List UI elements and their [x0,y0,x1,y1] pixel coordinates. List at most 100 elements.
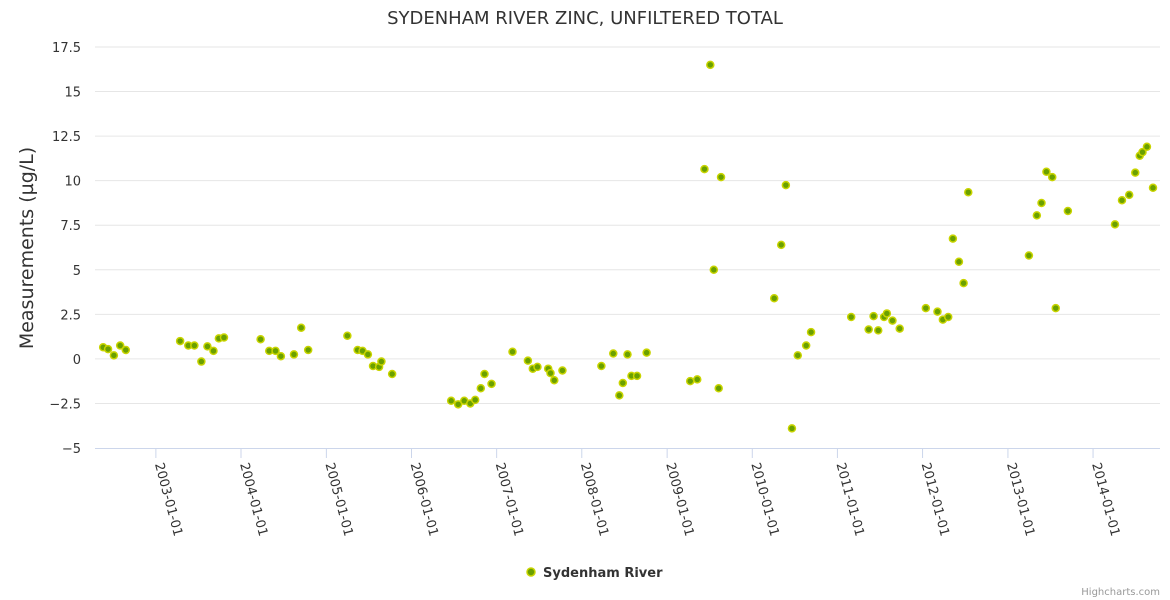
data-point[interactable] [533,362,542,372]
data-point[interactable] [190,341,199,350]
data-point[interactable] [895,324,904,333]
data-point[interactable] [1051,303,1060,313]
data-point[interactable] [550,376,559,385]
data-point[interactable] [303,345,313,355]
data-point[interactable] [964,188,973,197]
data-point[interactable] [1117,196,1127,205]
chart-title: SYDENHAM RIVER ZINC, UNFILTERED TOTAL [387,8,783,29]
y-axis-label: Measurements (µg/L) [16,147,38,349]
data-point[interactable] [642,348,651,357]
data-point[interactable] [685,376,695,386]
y-axis-tick-labels: −5 −2.5 0 2.5 5 7.5 10 12.5 15 17.5 [49,41,81,457]
data-point[interactable] [363,350,373,359]
data-point[interactable] [175,336,185,346]
data-point[interactable] [716,172,726,182]
data-point[interactable] [453,400,463,409]
y-tick-label: 10 [64,175,81,190]
data-point[interactable] [1037,198,1046,208]
data-point[interactable] [781,180,791,190]
x-tick-label: 2006-01-01 [407,461,441,538]
data-point[interactable] [1138,147,1147,157]
data-point[interactable] [846,312,856,322]
y-tick-label: 2.5 [60,308,81,323]
data-point[interactable] [1110,220,1120,229]
data-point[interactable] [609,349,618,358]
data-point[interactable] [476,384,486,393]
data-point[interactable] [387,369,397,379]
data-point[interactable] [121,345,131,355]
x-tick-label: 2009-01-01 [662,461,696,538]
y-tick-label: 7.5 [60,219,81,234]
data-point[interactable] [1047,172,1057,182]
data-point[interactable] [1148,183,1158,193]
x-tick-label: 2005-01-01 [322,461,356,538]
data-point[interactable] [793,351,803,360]
data-point[interactable] [1063,206,1073,216]
data-point[interactable] [343,331,352,340]
data-point[interactable] [446,396,456,406]
data-point[interactable] [700,164,709,174]
data-point[interactable] [692,375,702,384]
data-point[interactable] [769,294,779,303]
data-point[interactable] [714,384,723,393]
data-point[interactable] [546,368,555,378]
data-point[interactable] [623,350,632,359]
data-point[interactable] [873,326,883,335]
x-tick-label: 2010-01-01 [747,461,781,538]
data-point[interactable] [706,60,715,70]
data-point[interactable] [203,342,212,351]
y-tick-label: 15 [64,86,81,101]
x-tick-label: 2007-01-01 [492,461,526,538]
data-point[interactable] [959,278,968,288]
data-point[interactable] [289,350,299,359]
data-point[interactable] [597,361,606,371]
data-point[interactable] [933,307,942,316]
data-point[interactable] [109,351,119,360]
data-point[interactable] [806,327,816,337]
data-point[interactable] [632,371,642,381]
data-point[interactable] [470,395,480,405]
data-point[interactable] [1042,167,1051,177]
data-point[interactable] [480,369,489,379]
data-point[interactable] [209,346,218,356]
data-point[interactable] [219,333,229,342]
legend-label[interactable]: Sydenham River [543,566,663,581]
credits-link[interactable]: Highcharts.com [1081,587,1160,598]
data-point[interactable] [115,341,125,350]
data-point[interactable] [882,309,892,318]
data-point[interactable] [1131,168,1140,177]
data-point[interactable] [1124,190,1134,200]
data-point[interactable] [801,341,811,350]
data-point[interactable] [508,347,517,357]
data-point[interactable] [271,346,280,356]
data-point[interactable] [948,234,958,243]
data-point[interactable] [103,344,113,354]
data-point[interactable] [1142,142,1152,152]
legend[interactable]: Sydenham River [526,566,663,581]
data-point[interactable] [943,312,953,322]
data-point[interactable] [954,257,964,267]
data-point[interactable] [487,379,496,389]
data-point[interactable] [618,378,628,388]
x-tick-label: 2014-01-01 [1088,461,1122,538]
data-point[interactable] [776,240,786,250]
data-point[interactable] [864,325,873,334]
data-point[interactable] [615,391,624,400]
data-point[interactable] [296,323,306,332]
data-point[interactable] [787,424,797,433]
y-tick-label: −5 [62,442,81,457]
data-point[interactable] [523,356,533,365]
y-tick-label: 5 [73,264,81,279]
data-point[interactable] [921,303,931,313]
data-point[interactable] [377,357,386,366]
data-point[interactable] [197,357,206,366]
data-point[interactable] [869,311,878,321]
data-point[interactable] [709,265,719,275]
grid-lines [95,46,1160,404]
data-point[interactable] [558,366,567,375]
data-point[interactable] [276,351,286,361]
data-point[interactable] [1024,251,1034,260]
data-point[interactable] [256,335,265,344]
data-point[interactable] [888,316,897,325]
data-point[interactable] [1032,211,1042,220]
